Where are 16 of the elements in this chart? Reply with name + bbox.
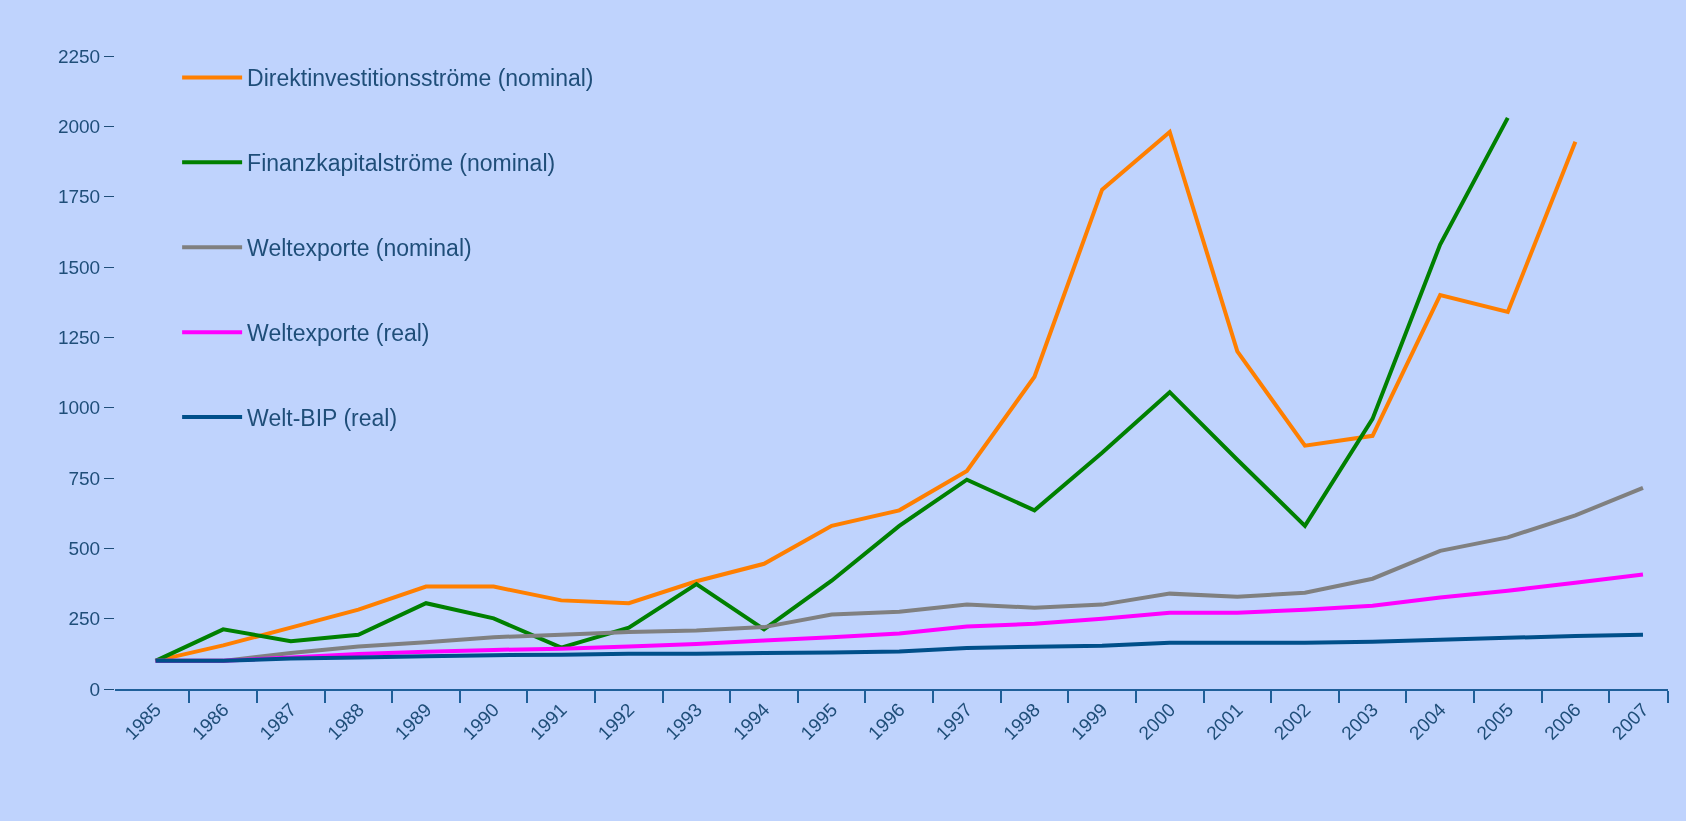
legend-label: Finanzkapitalströme (nominal)	[247, 150, 556, 177]
legend-label: Welt-BIP (real)	[247, 405, 398, 432]
legend-label: Direktinvestitionsströme (nominal)	[247, 65, 594, 92]
line-series	[153, 632, 1645, 663]
y-tick-label: 2250	[57, 45, 101, 67]
y-tick-label: 1250	[57, 326, 101, 348]
y-tick-label: 1000	[57, 397, 101, 419]
legend-label: Weltexporte (real)	[247, 320, 430, 347]
legend-label: Weltexporte (nominal)	[247, 235, 472, 262]
y-tick-label: 500	[68, 537, 101, 559]
y-tick-label: 1750	[57, 186, 101, 208]
y-tick-label: 1500	[57, 256, 101, 278]
y-tick-label: 2000	[57, 115, 101, 137]
y-tick-label: 750	[68, 467, 101, 489]
y-tick-label: 0	[89, 678, 101, 700]
y-tick-label: 250	[68, 608, 101, 630]
